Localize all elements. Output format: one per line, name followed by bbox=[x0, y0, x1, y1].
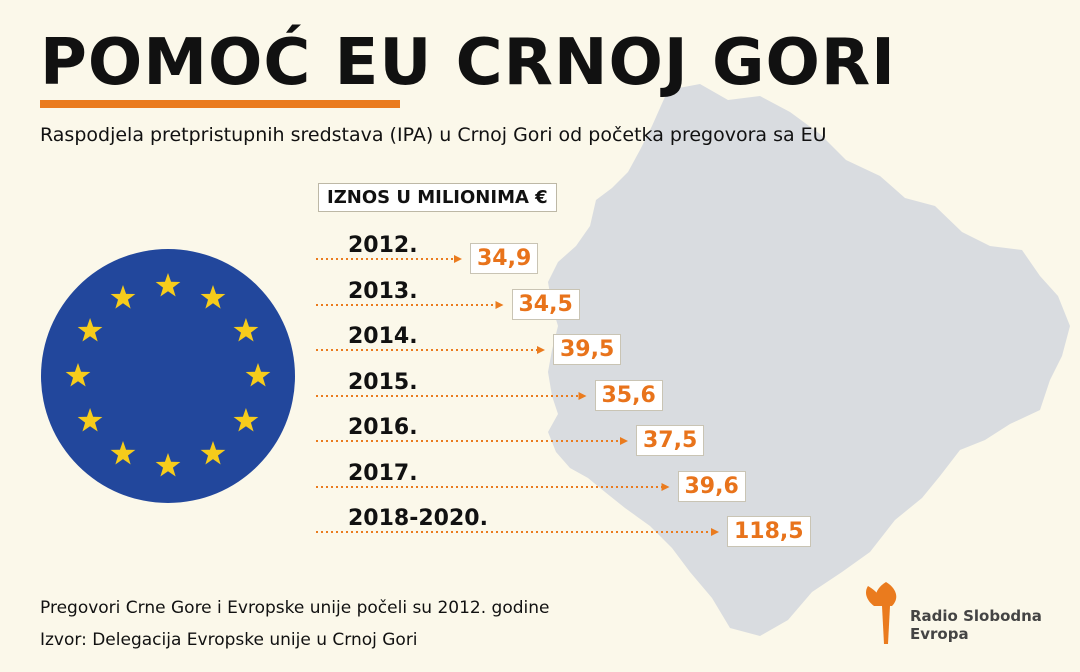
eu-star-icon bbox=[245, 363, 271, 387]
value-box: 37,5 bbox=[636, 425, 705, 456]
dotted-arrow bbox=[316, 391, 587, 400]
value-box: 118,5 bbox=[727, 516, 811, 547]
value-box: 39,5 bbox=[553, 334, 622, 365]
logo-line2: Evropa bbox=[910, 625, 969, 643]
dotted-arrow bbox=[316, 482, 670, 491]
eu-flag-icon bbox=[41, 249, 295, 503]
eu-star-icon bbox=[233, 318, 259, 342]
value-box: 35,6 bbox=[594, 379, 663, 411]
dotted-arrow bbox=[316, 437, 628, 445]
dotted-arrow bbox=[316, 528, 719, 536]
footer-source: Izvor: Delegacija Evropske unije u Crnoj… bbox=[40, 630, 418, 650]
footer-note: Pregovori Crne Gore i Evropske unije poč… bbox=[40, 598, 550, 618]
year-label: 2017. bbox=[348, 460, 418, 486]
logo-line1: Radio Slobodna bbox=[910, 607, 1042, 625]
value-box: 39,6 bbox=[677, 470, 746, 502]
eu-star-icon bbox=[110, 285, 136, 309]
year-label: 2013. bbox=[348, 278, 418, 304]
eu-star-icon bbox=[200, 285, 226, 309]
logo-text: Radio Slobodna Evropa bbox=[910, 607, 1042, 643]
eu-star-icon bbox=[77, 318, 103, 342]
year-label: 2012. bbox=[348, 233, 418, 258]
eu-star-icon bbox=[110, 440, 136, 465]
eu-star-icon bbox=[233, 408, 259, 432]
page-title: POMOĆ EU CRNOJ GORI bbox=[40, 26, 896, 100]
dotted-arrow bbox=[316, 346, 545, 354]
eu-star-icon bbox=[65, 363, 91, 387]
eu-star-icon bbox=[77, 408, 103, 432]
year-label: 2016. bbox=[348, 415, 418, 440]
dotted-arrow bbox=[316, 255, 462, 263]
unit-label: IZNOS U MILIONIMA € bbox=[318, 183, 557, 212]
eu-star-icon bbox=[155, 453, 181, 477]
eu-star-icon bbox=[155, 273, 181, 297]
dotted-arrow bbox=[316, 300, 504, 309]
subtitle: Raspodjela pretpristupnih sredstava (IPA… bbox=[40, 124, 827, 146]
year-label: 2015. bbox=[348, 369, 418, 395]
year-label: 2014. bbox=[348, 324, 418, 349]
value-box: 34,9 bbox=[470, 243, 539, 274]
torch-icon bbox=[866, 582, 897, 644]
title-underline bbox=[40, 100, 400, 108]
value-box: 34,5 bbox=[511, 288, 580, 320]
year-label: 2018-2020. bbox=[348, 506, 488, 531]
eu-star-icon bbox=[200, 440, 226, 465]
